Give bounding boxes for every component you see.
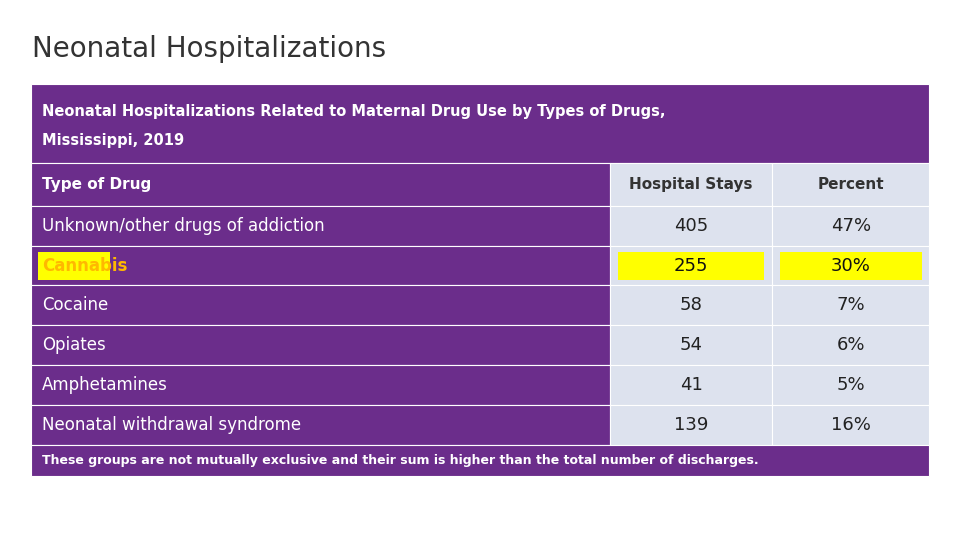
Text: 1/7/2022: 1/7/2022 (12, 511, 67, 524)
Text: These groups are not mutually exclusive and their sum is higher than the total n: These groups are not mutually exclusive … (42, 454, 758, 467)
Text: Neonatal Hospitalizations Related to Maternal Drug Use by Types of Drugs,: Neonatal Hospitalizations Related to Mat… (42, 104, 665, 119)
Text: Cocaine: Cocaine (42, 296, 108, 314)
Text: Percent: Percent (817, 177, 884, 192)
Text: 7%: 7% (836, 296, 865, 314)
Text: 255: 255 (674, 256, 708, 274)
Text: 58: 58 (680, 296, 703, 314)
Text: 139: 139 (674, 416, 708, 434)
Text: 54: 54 (680, 336, 703, 354)
Text: Neonatal Hospitalizations: Neonatal Hospitalizations (32, 35, 386, 63)
Text: Unknown/other drugs of addiction: Unknown/other drugs of addiction (42, 217, 324, 235)
Text: Type of Drug: Type of Drug (42, 177, 152, 192)
Text: 405: 405 (674, 217, 708, 235)
Text: 41: 41 (680, 376, 703, 394)
Text: Mississippi, 2019: Mississippi, 2019 (42, 133, 184, 148)
Text: 6: 6 (941, 511, 948, 524)
Text: Opiates: Opiates (42, 336, 106, 354)
Text: Amphetamines: Amphetamines (42, 376, 168, 394)
Text: 30%: 30% (830, 256, 871, 274)
Text: 6%: 6% (836, 336, 865, 354)
Text: Hospital Stays: Hospital Stays (630, 177, 753, 192)
Text: Neonatal withdrawal syndrome: Neonatal withdrawal syndrome (42, 416, 301, 434)
Text: 47%: 47% (830, 217, 871, 235)
Text: 5%: 5% (836, 376, 865, 394)
Text: 16%: 16% (830, 416, 871, 434)
Text: Cannabis: Cannabis (42, 256, 128, 274)
